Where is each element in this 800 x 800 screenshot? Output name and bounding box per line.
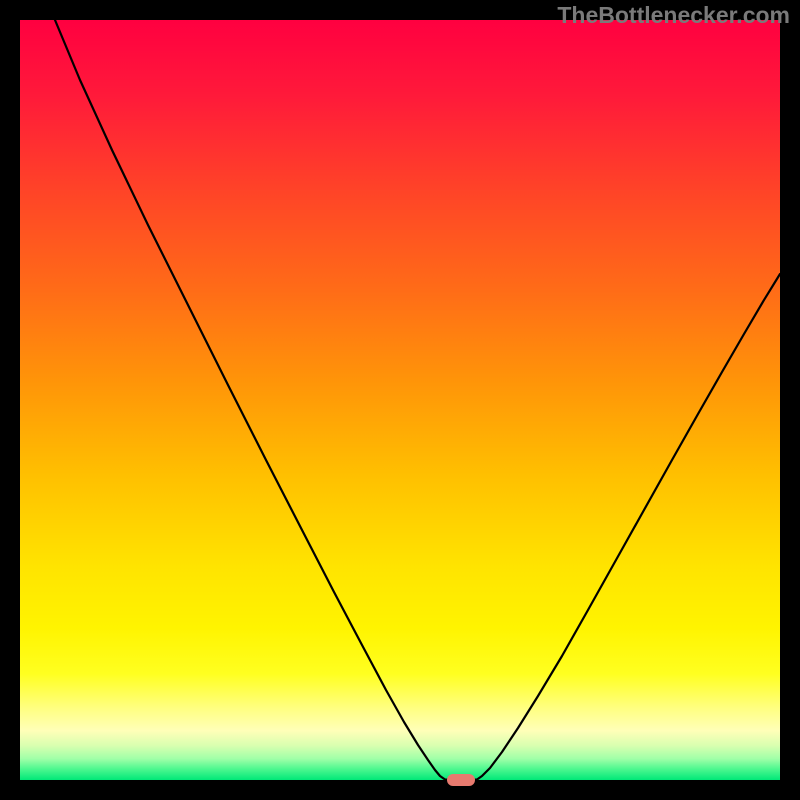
optimal-marker [447,774,475,786]
watermark-text: TheBottlenecker.com [557,2,790,29]
bottleneck-chart [0,0,800,800]
chart-container: TheBottlenecker.com [0,0,800,800]
plot-background [20,20,780,780]
